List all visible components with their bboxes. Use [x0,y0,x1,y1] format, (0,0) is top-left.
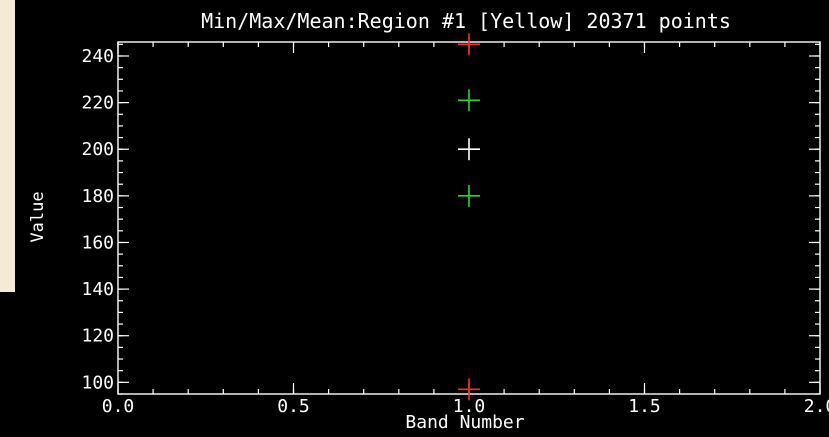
data-point-min [458,378,480,401]
data-point-mean-stdev [458,89,480,112]
y-tick-label: 240 [81,46,114,67]
data-markers [458,33,480,401]
y-tick-label: 200 [81,139,114,160]
data-point-mean [458,138,480,161]
y-axis-label: Value [28,191,48,242]
y-tick-label: 140 [81,279,114,300]
y-tick-label: 220 [81,93,114,114]
chart-title: Min/Max/Mean:Region #1 [Yellow] 20371 po… [201,9,731,33]
x-tick-label: 2.0 [804,396,829,417]
x-axis-label: Band Number [405,412,524,433]
data-point-mean-stdev [458,184,480,207]
x-tick-label: 1.0 [453,396,486,417]
x-tick-label: 0.0 [102,396,135,417]
axis-ticks [117,42,821,395]
y-tick-label: 120 [81,326,114,347]
data-point-max [458,33,480,56]
y-tick-label: 100 [81,372,114,393]
y-tick-label: 160 [81,232,114,253]
y-tick-label: 180 [81,186,114,207]
x-tick-label: 1.5 [628,396,661,417]
x-tick-label: 0.5 [277,396,310,417]
tick-labels: 0.0 0.5 1.0 1.5 2.0 100 120 140 160 180 200 220 240 [81,46,829,417]
